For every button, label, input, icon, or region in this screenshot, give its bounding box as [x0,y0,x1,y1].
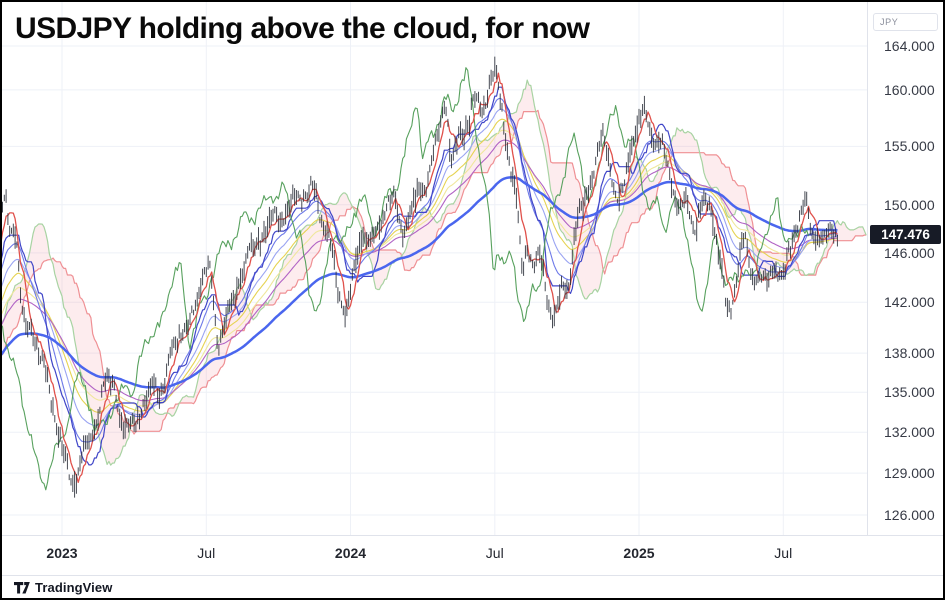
sma-200-line [2,176,838,389]
price-tick-label: 126.000 [884,507,935,523]
price-axis-separator [867,2,868,575]
chart-title: USDJPY holding above the cloud, for now [15,12,590,45]
currency-unit-button[interactable]: JPY [873,13,938,31]
senkou-a-line [2,79,867,466]
price-tick-label: 129.000 [884,465,935,482]
price-tick-label: 146.000 [884,244,935,261]
tradingview-logo-icon [14,581,30,593]
tradingview-logo[interactable]: TradingView [14,580,112,595]
chikou-line [2,67,810,491]
ema-yellow-1 [2,118,838,413]
chart-pane[interactable] [2,2,867,535]
grid-lines [2,2,867,535]
last-price-value: 147.476 [881,226,930,242]
price-tick-label: 135.000 [884,384,935,401]
time-tick-label: Jul [485,545,504,561]
price-chart-canvas[interactable] [2,2,867,535]
tradingview-logo-text: TradingView [35,580,113,595]
price-tick-label: 142.000 [884,294,935,311]
price-tick-label: 164.000 [884,38,935,54]
ema-medium [2,97,838,443]
time-tick-label: 2023 [46,545,78,561]
kijun-line [2,86,838,466]
ichimoku-cloud [2,80,867,466]
time-tick-label: Jul [774,545,793,561]
price-tick-label: 160.000 [884,81,935,98]
price-tick-label: 138.000 [884,345,935,362]
time-tick-label: 2024 [334,545,367,561]
currency-unit-label: JPY [880,17,899,27]
last-price-badge: 147.476 [870,224,941,244]
time-axis[interactable]: 2023 Jul 2024 Jul 2025 Jul [2,535,943,575]
ema-magenta [2,139,838,402]
price-tick-label: 132.000 [884,424,935,441]
tenkan-line [2,72,838,484]
price-axis[interactable]: JPY 147.476 164.000 160.000 155.000 150.000… [868,2,943,535]
price-tick-label: 155.000 [884,138,935,155]
time-tick-label: 2025 [623,545,655,561]
price-tick-label: 150.000 [884,196,935,213]
attribution-bar: TradingView [2,575,943,598]
price-bars [2,56,838,498]
time-tick-label: Jul [197,545,216,561]
senkou-b-line [2,109,867,435]
ema-slow [2,108,838,427]
